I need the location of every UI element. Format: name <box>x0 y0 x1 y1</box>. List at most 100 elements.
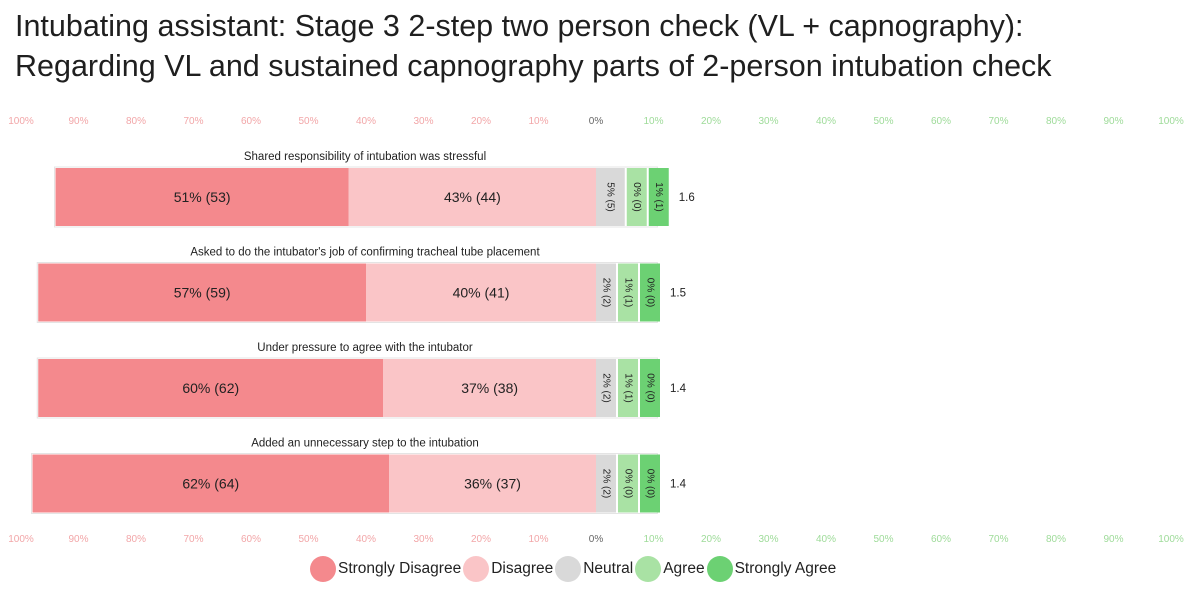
data-label-disagree: 36% (37) <box>464 476 521 492</box>
axis-tick-top: 30% <box>758 116 778 127</box>
axis-tick-bottom: 50% <box>873 534 893 545</box>
bar-segment-disagree <box>389 454 596 513</box>
bar-segment-agree <box>626 168 647 226</box>
data-label-strongly-agree: 0% (0) <box>644 373 655 402</box>
axis-tick-top: 40% <box>816 116 836 127</box>
axis-tick-top: 90% <box>1103 116 1123 127</box>
bar-segment-strongly-disagree <box>55 168 349 226</box>
legend-label-agree: Agree <box>663 560 705 577</box>
axis-tick-top: 20% <box>471 116 491 127</box>
data-label-disagree: 40% (41) <box>453 285 510 301</box>
axis-tick-bottom: 70% <box>988 534 1008 545</box>
axis-tick-bottom: 80% <box>1046 534 1066 545</box>
bar-segment-strongly-agree <box>648 168 669 226</box>
question-label: Shared responsibility of intubation was … <box>244 151 486 163</box>
axis-tick-top: 100% <box>1158 116 1184 127</box>
axis-tick-top-zero: 0% <box>589 116 604 127</box>
axis-tick-bottom: 60% <box>931 534 951 545</box>
bar-segment-strongly-agree <box>640 359 660 417</box>
legend-item-neutral: Neutral <box>555 556 633 582</box>
bar-segment-disagree <box>383 359 596 417</box>
axis-tick-bottom: 100% <box>8 534 34 545</box>
axis-tick-bottom: 70% <box>183 534 203 545</box>
legend-swatch-strongly-disagree <box>310 556 336 582</box>
axis-tick-bottom: 40% <box>356 534 376 545</box>
bar-segment-neutral <box>596 263 616 322</box>
data-label-strongly-disagree: 51% (53) <box>174 189 231 205</box>
axis-tick-bottom: 80% <box>126 534 146 545</box>
axis-tick-top: 70% <box>183 116 203 127</box>
bar-segment-disagree <box>348 168 596 226</box>
chart-legend: Strongly Disagree Disagree Neutral Agree… <box>310 555 838 583</box>
bar-segment-strongly-agree <box>640 263 660 322</box>
axis-tick-top: 10% <box>528 116 548 127</box>
axis-tick-top: 100% <box>8 116 34 127</box>
axis-tick-top: 30% <box>413 116 433 127</box>
axis-tick-top: 10% <box>643 116 663 127</box>
data-label-agree: 1% (1) <box>622 373 633 402</box>
axis-tick-top: 80% <box>126 116 146 127</box>
mean-value: 1.4 <box>670 383 687 395</box>
legend-label-strongly-agree: Strongly Agree <box>734 560 837 577</box>
data-label-neutral: 2% (2) <box>600 373 611 402</box>
axis-tick-top: 50% <box>873 116 893 127</box>
legend-swatch-strongly-agree <box>706 556 733 582</box>
axis-tick-bottom: 20% <box>701 534 721 545</box>
data-label-neutral: 2% (2) <box>600 469 611 498</box>
legend-item-disagree: Disagree <box>463 556 553 582</box>
legend-swatch-agree <box>635 556 662 582</box>
mean-value: 1.4 <box>670 479 687 491</box>
axis-tick-top: 80% <box>1046 116 1066 127</box>
legend-item-agree: Agree <box>635 556 705 582</box>
axis-tick-bottom: 10% <box>643 534 663 545</box>
axis-tick-bottom: 60% <box>241 534 261 545</box>
axis-tick-top: 70% <box>988 116 1008 127</box>
question-label: Asked to do the intubator's job of confi… <box>190 247 540 259</box>
axis-tick-top: 20% <box>701 116 721 127</box>
axis-tick-bottom: 90% <box>68 534 88 545</box>
legend-label-disagree: Disagree <box>491 560 554 577</box>
data-label-agree: 0% (0) <box>631 182 642 211</box>
legend-item-strongly-agree: Strongly Agree <box>706 556 837 582</box>
chart-title: Intubating assistant: Stage 3 2-step two… <box>15 6 1195 86</box>
mean-value: 1.5 <box>670 288 686 300</box>
axis-tick-bottom: 20% <box>471 534 491 545</box>
axis-tick-bottom: 10% <box>528 534 548 545</box>
axis-tick-bottom: 100% <box>1158 534 1184 545</box>
bar-segment-strongly-disagree <box>32 454 389 513</box>
bar-segment-strongly-agree <box>640 454 660 513</box>
axis-tick-top: 50% <box>298 116 318 127</box>
chart-title-line-2: Regarding VL and sustained capnography p… <box>15 49 1052 83</box>
data-label-strongly-agree: 1% (1) <box>653 182 664 211</box>
data-label-strongly-agree: 0% (0) <box>644 278 655 307</box>
axis-tick-bottom: 30% <box>758 534 778 545</box>
axis-tick-bottom: 30% <box>413 534 433 545</box>
data-label-agree: 0% (0) <box>622 469 633 498</box>
bar-segment-disagree <box>366 263 596 322</box>
data-label-strongly-disagree: 62% (64) <box>182 476 239 492</box>
legend-label-strongly-disagree: Strongly Disagree <box>338 560 462 577</box>
bar-segment-strongly-disagree <box>38 359 384 417</box>
axis-tick-top: 60% <box>931 116 951 127</box>
data-label-neutral: 2% (2) <box>600 278 611 307</box>
chart-title-line-1: Intubating assistant: Stage 3 2-step two… <box>15 9 1024 43</box>
bar-segment-neutral <box>596 168 625 226</box>
legend-item-strongly-disagree: Strongly Disagree <box>310 556 461 582</box>
legend-label-neutral: Neutral <box>583 560 634 577</box>
question-label: Added an unnecessary step to the intubat… <box>251 438 479 450</box>
axis-tick-bottom: 90% <box>1103 534 1123 545</box>
data-label-strongly-disagree: 60% (62) <box>182 380 239 396</box>
bar-segment-neutral <box>596 454 616 513</box>
bar-segment-strongly-disagree <box>38 263 366 322</box>
data-label-neutral: 5% (5) <box>605 182 616 211</box>
legend-swatch-disagree <box>463 556 490 582</box>
axis-tick-bottom: 50% <box>298 534 318 545</box>
axis-tick-bottom: 40% <box>816 534 836 545</box>
data-label-disagree: 37% (38) <box>461 380 518 396</box>
data-label-disagree: 43% (44) <box>444 189 501 205</box>
legend-swatch-neutral <box>555 556 582 582</box>
axis-tick-top: 60% <box>241 116 261 127</box>
bar-segment-neutral <box>596 359 616 417</box>
data-label-agree: 1% (1) <box>622 278 633 307</box>
